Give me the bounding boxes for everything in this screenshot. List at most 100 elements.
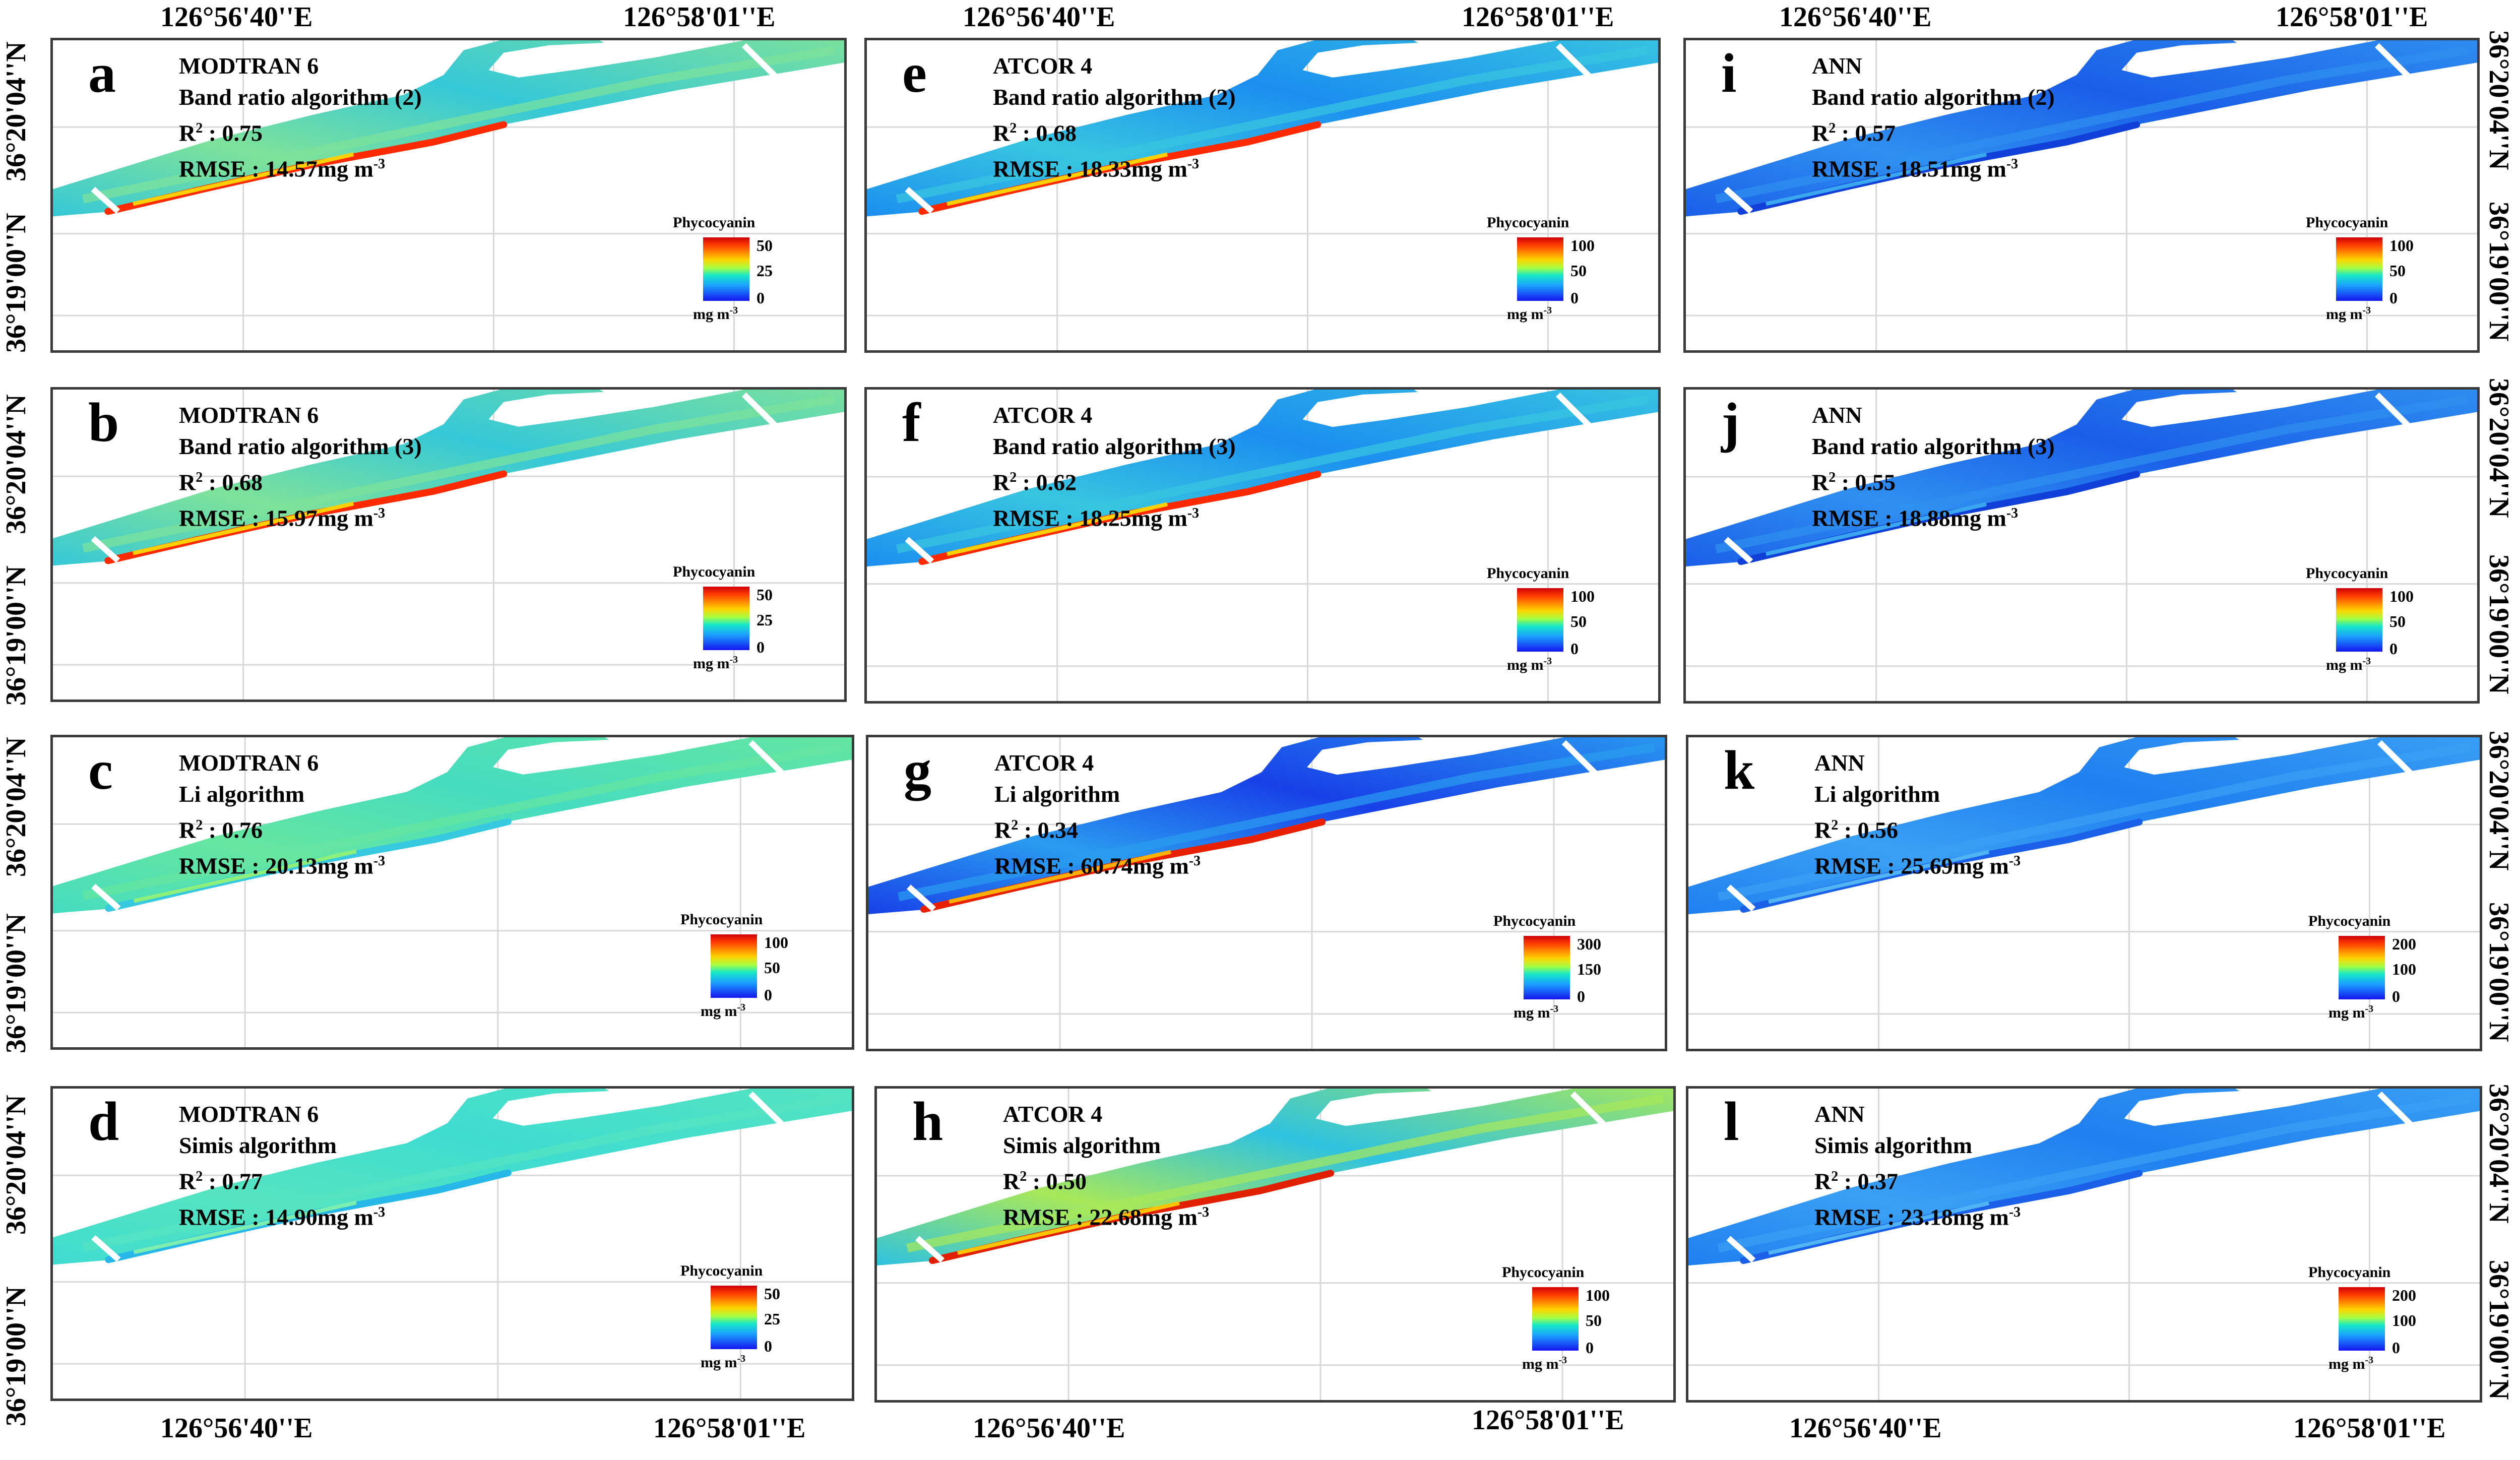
panel-stats: ANN Band ratio algorithm (3) R2 : 0.55 RMSE… [1812,400,2055,534]
panel-letter: b [88,392,119,453]
colorbar-tick: 25 [757,611,773,629]
panel-stats: ANN Simis algorithm R2 : 0.37 RMSE : 23.18m… [1814,1099,2021,1233]
lat-label-a-bottom: 36°19'00''N [1,213,32,353]
lat-label-b-bottom: 36°19'00''N [1,565,32,706]
river-core [906,1094,1664,1253]
colorbar-legend: Phycocyanin 100 50 0 mg m-3 [1502,1264,1628,1375]
map-panel-i: i ANN Band ratio algorithm (2) R2 : 0.57 RMS… [1683,38,2480,353]
lat-label-c-bottom: 36°19'00''N [1,913,32,1053]
panel-letter: a [88,42,116,104]
river-core [898,742,1656,902]
oxbow-island [2136,399,2217,420]
shoreline-transition [1766,502,1987,556]
oxbow-island [1322,747,1403,768]
legend-title: Phycocyanin [680,1262,763,1279]
r2-label: R2 : 0.50 [1003,1168,1087,1194]
river-map [1688,1089,2480,1400]
method-label: MODTRAN 6 [179,53,319,79]
colorbar-legend: Phycocyanin 100 50 0 mg m-3 [1487,565,1613,676]
method-label: ATCOR 4 [993,53,1093,79]
lon-label-bottom-right-col1: 126°58'01''E [653,1413,806,1444]
lon-label-top-right-col1: 126°58'01''E [623,2,776,33]
colorbar-tick: 50 [2389,262,2406,280]
lat-label-k-top: 36°20'04''N [2483,731,2514,871]
colorbar-legend: Phycocyanin 300 150 0 mg m-3 [1493,913,1619,1024]
river-map [867,40,1658,350]
panel-stats: MODTRAN 6 Li algorithm R2 : 0.76 RMSE : 20.… [179,747,385,882]
method-label: MODTRAN 6 [179,750,319,776]
r2-label: R2 : 0.56 [1814,817,1899,843]
lat-label-i-top: 36°20'04''N [2483,30,2514,170]
rmse-label: RMSE : 14.90mg m-3 [179,1204,386,1230]
algorithm-label: Simis algorithm [1814,1132,1973,1158]
legend-title: Phycocyanin [1493,913,1576,929]
oxbow-island [508,1098,589,1119]
algorithm-label: Band ratio algorithm (2) [179,84,422,110]
lon-label-top-right-col3: 126°58'01''E [2276,2,2428,33]
lat-label-j-bottom: 36°19'00''N [2483,554,2514,694]
shoreline-transition [1768,1201,1990,1255]
panel-stats: ATCOR 4 Band ratio algorithm (3) R2 : 0.62… [993,400,1236,534]
bridge-east [1561,740,1602,780]
lon-label-bottom-left-col1: 126°56'40''E [160,1413,313,1444]
colorbar-tick: 50 [757,236,773,255]
bridge-west [91,1235,121,1262]
colorbar-tick: 100 [2392,1311,2416,1329]
shoreline-transition [947,502,1168,556]
panel-letter: c [88,739,113,801]
colorbar-tick: 50 [1570,262,1587,280]
colorbar-legend: Phycocyanin 200 100 0 mg m-3 [2308,913,2434,1024]
colorbar-legend: Phycocyanin 50 25 0 mg m-3 [673,563,799,674]
method-label: MODTRAN 6 [179,402,319,428]
panel-stats: MODTRAN 6 Band ratio algorithm (3) R2 : 0.… [179,400,422,534]
bridge-east [1556,43,1596,82]
colorbar [1532,1287,1579,1351]
r2-label: R2 : 0.62 [993,469,1077,495]
river-map [53,1089,852,1399]
colorbar [703,237,749,301]
colorbar-tick: 50 [2389,612,2406,630]
river-core [82,742,843,901]
river-map [867,390,1658,701]
colorbar-tick: 0 [757,638,765,656]
legend-title: Phycocyanin [1502,1264,1585,1281]
oxbow-island [1331,1098,1411,1119]
lon-label-top-left-col1: 126°56'40''E [160,2,313,33]
river-core [82,1094,843,1252]
river-map [53,737,852,1047]
colorbar [2336,588,2382,652]
colorbar-legend: Phycocyanin 100 50 0 mg m-3 [2306,565,2432,676]
map-panel-l: l ANN Simis algorithm R2 : 0.37 RMSE : 23.18… [1686,1086,2482,1403]
colorbar-tick: 0 [1570,640,1579,658]
algorithm-label: Band ratio algorithm (2) [993,84,1236,110]
rmse-label: RMSE : 23.18mg m-3 [1814,1204,2021,1230]
colorbar-tick: 100 [1586,1286,1610,1304]
colorbar-tick: 100 [2389,587,2414,605]
panel-letter: e [902,42,927,104]
colorbar-tick: 100 [2389,236,2414,255]
colorbar-tick: 200 [2392,1286,2416,1304]
legend-unit: mg m-3 [1507,305,1552,323]
river-core [896,45,1649,204]
colorbar-tick: 150 [1577,960,1601,978]
algorithm-label: Band ratio algorithm (2) [1812,84,2055,110]
legend-unit: mg m-3 [701,1002,746,1020]
lat-label-l-bottom: 36°19'00''N [2483,1260,2514,1400]
river-map [1686,40,2477,350]
r2-label: R2 : 0.68 [179,469,263,495]
legend-title: Phycocyanin [673,563,755,580]
river-core [896,395,1649,554]
colorbar-tick: 0 [2392,987,2400,1005]
colorbar [711,934,757,998]
colorbar-legend: Phycocyanin 100 50 0 mg m-3 [2306,214,2432,325]
algorithm-label: Li algorithm [179,781,305,807]
colorbar [2336,237,2382,301]
rmse-label: RMSE : 18.88mg m-3 [1812,505,2019,531]
bridge-east [2375,43,2415,82]
colorbar-tick: 0 [1577,987,1585,1005]
colorbar-legend: Phycocyanin 100 50 0 mg m-3 [1487,214,1613,325]
bridge-east [2377,1091,2417,1131]
method-label: ATCOR 4 [994,750,1094,776]
colorbar-tick: 100 [2392,960,2416,978]
colorbar-tick: 0 [2389,289,2398,307]
